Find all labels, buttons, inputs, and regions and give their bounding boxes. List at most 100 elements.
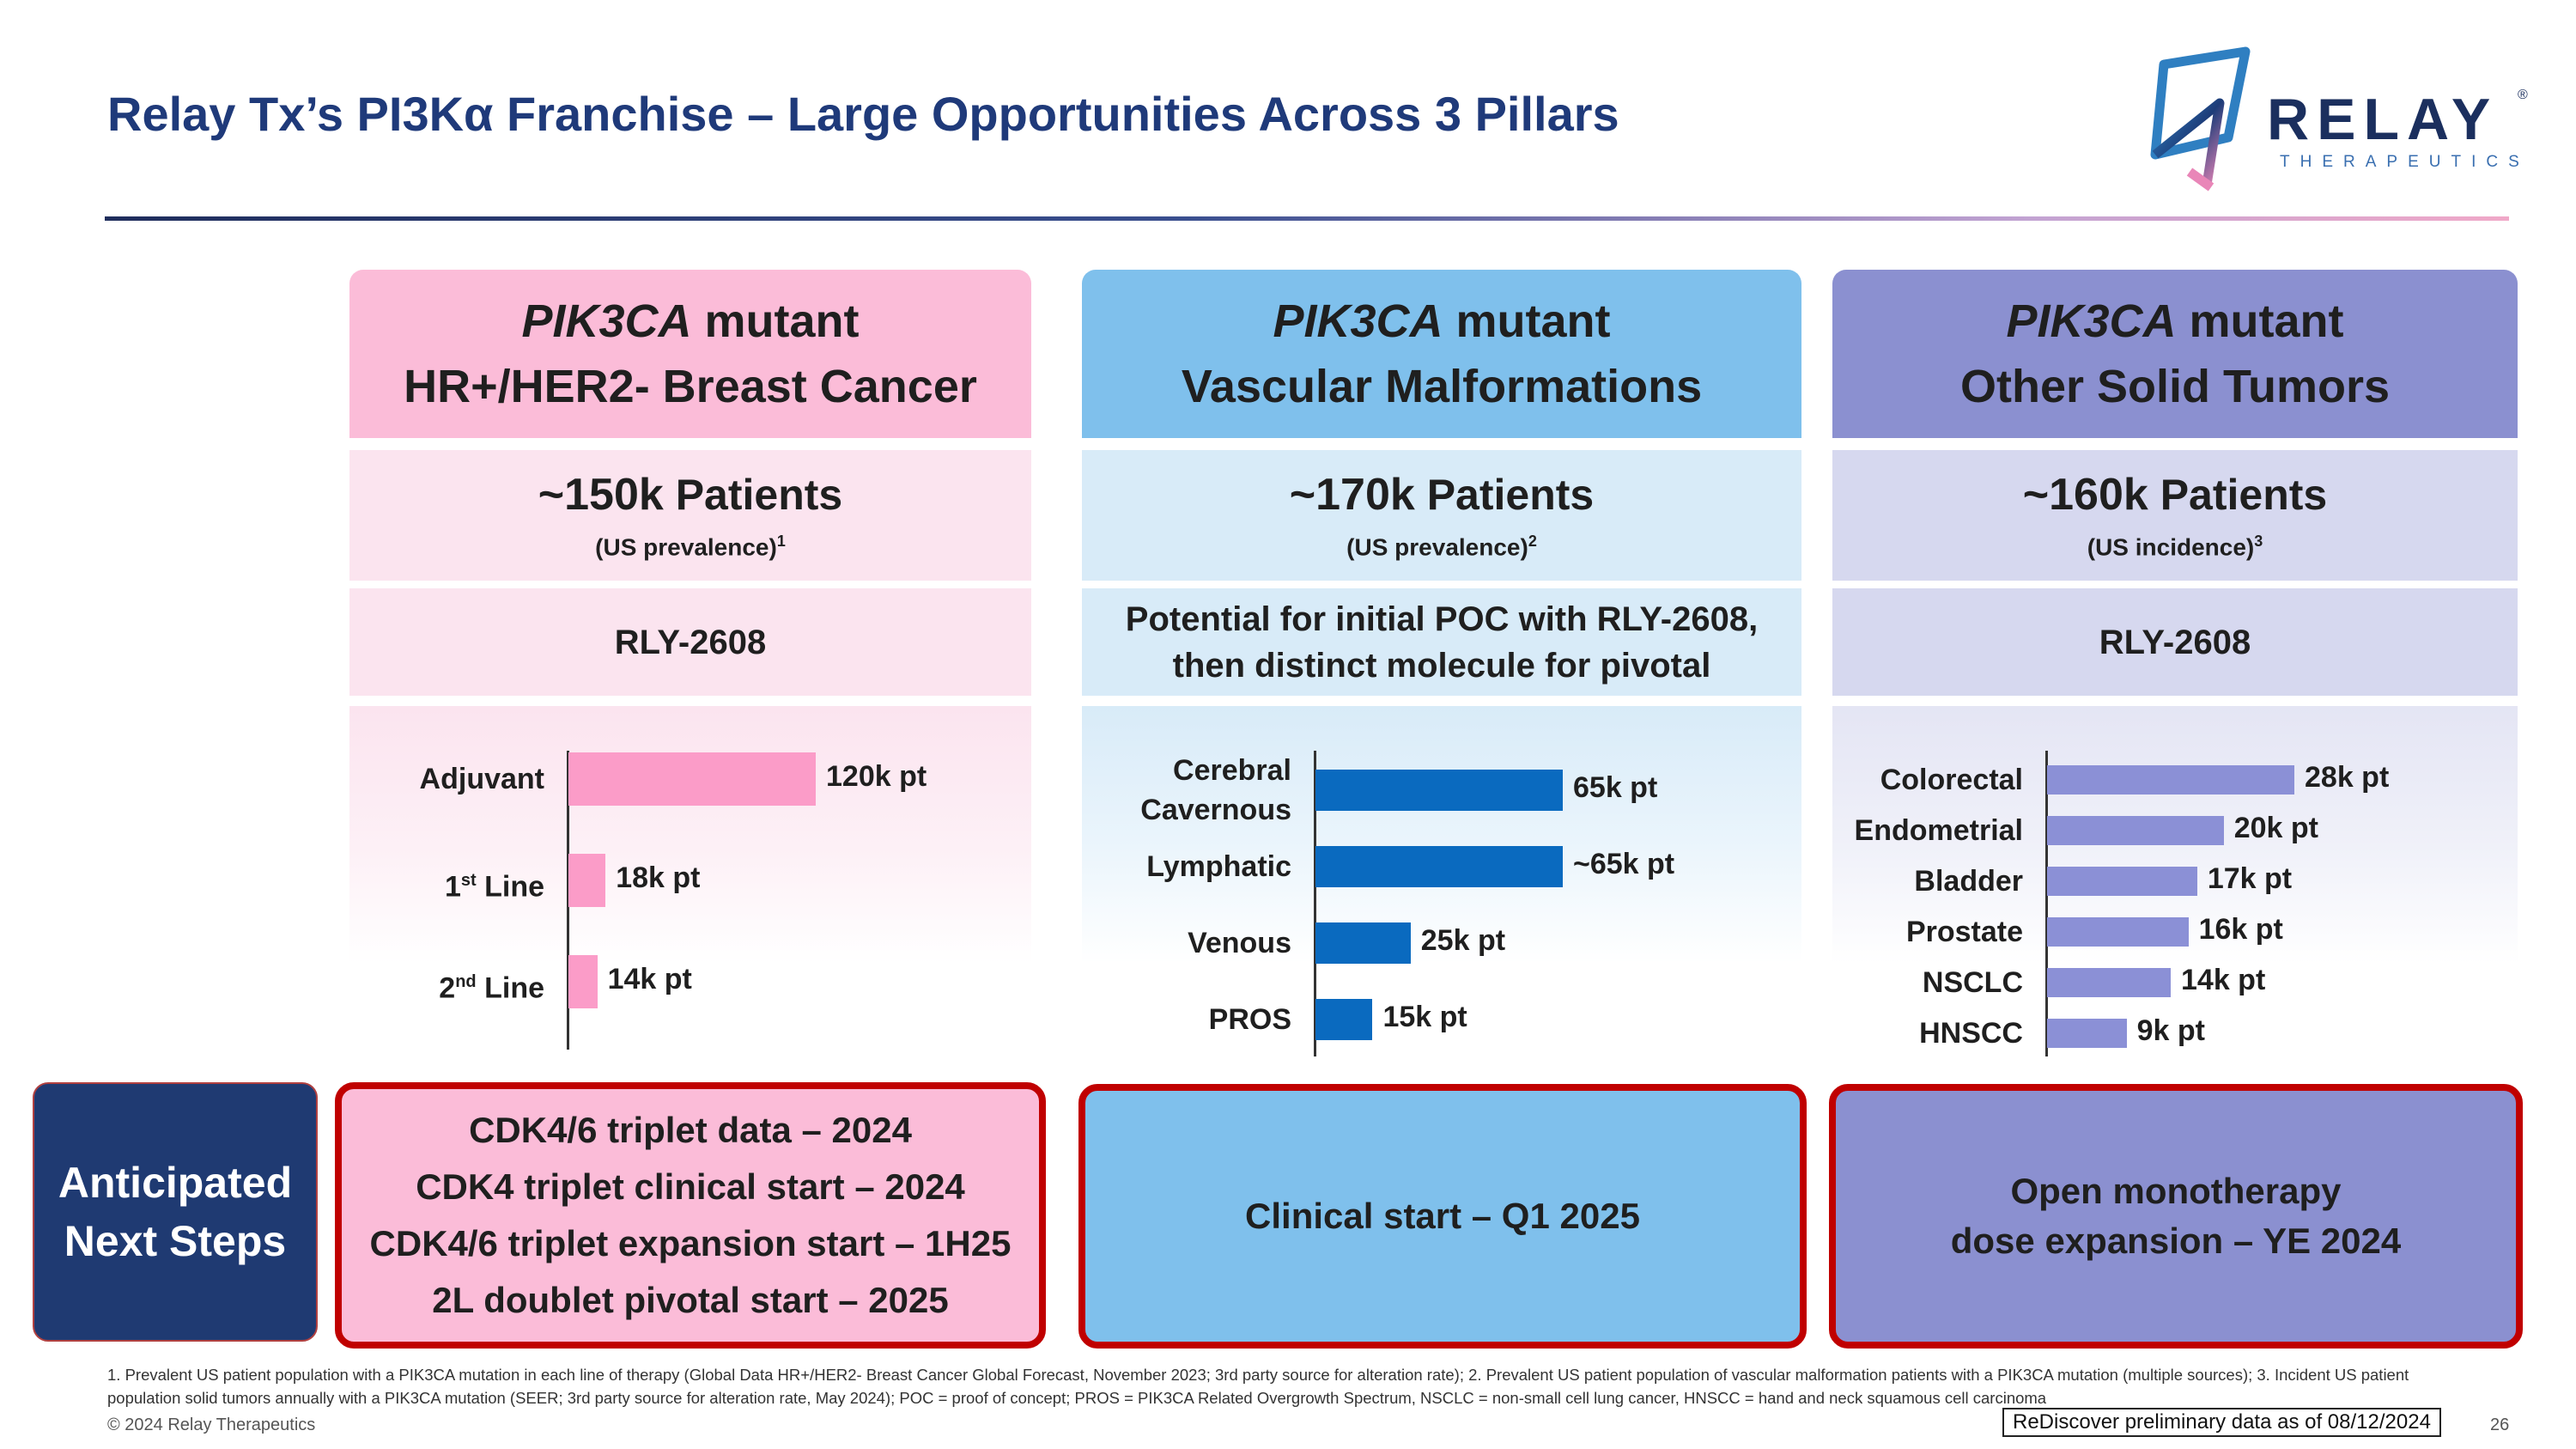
footnote-ref: 3 (2254, 533, 2263, 551)
data-cutoff-note: ReDiscover preliminary data as of 08/12/… (2002, 1408, 2441, 1437)
bar-chart-vascular: 65k pt Cerebral Cavernous ~65k pt Lymphatic 2… (1082, 706, 1801, 1067)
next-step-item: 2L doublet pivotal start – 2025 (432, 1280, 949, 1320)
patients-word: Patients (663, 471, 843, 520)
next-steps-breast-cancer: CDK4/6 triplet data – 2024 CDK4 triplet … (335, 1082, 1046, 1349)
chart-category-label: Bladder (1914, 865, 2023, 898)
chart-category-label: 2nd Line (439, 971, 544, 1005)
next-step-item: CDK4 triplet clinical start – 2024 (416, 1166, 965, 1207)
chart-category-label: PROS (1208, 1003, 1291, 1036)
chart-category-label: Prostate (1905, 916, 2023, 948)
chart-category-label: HNSCC (1919, 1017, 2023, 1050)
copyright: © 2024 Relay Therapeutics (107, 1416, 316, 1434)
header-gene: PIK3CA (1273, 295, 1443, 347)
column-header-solid-tumors: PIK3CA mutant Other Solid Tumors (1832, 270, 2518, 438)
patients-number: ~170k (1289, 470, 1415, 521)
column-header-vascular: PIK3CA mutant Vascular Malformations (1082, 270, 1801, 438)
drug-plan-line2: then distinct molecule for pivotal (1172, 646, 1711, 685)
chart-bar (2047, 917, 2189, 947)
chart-category-label: Colorectal (1880, 764, 2023, 796)
chart-bar (2047, 867, 2197, 896)
next-step-item: Open monotherapy (2010, 1171, 2342, 1211)
chart-bg-vascular (1082, 706, 1801, 964)
relay-logo: RELAY ® THERAPEUTICS (2138, 43, 2533, 198)
drug-box-vascular: Potential for initial POC with RLY-2608,… (1082, 588, 1801, 696)
chart-value-label: 20k pt (2233, 812, 2318, 844)
patients-word: Patients (2148, 471, 2328, 520)
chart-category-label: Endometrial (1854, 814, 2023, 847)
patients-source: (US prevalence) (595, 533, 777, 561)
chart-value-label: 65k pt (1573, 771, 1658, 804)
footnotes: 1. Prevalent US patient population with … (107, 1366, 2409, 1407)
header-suffix: mutant (1443, 295, 1611, 347)
title-divider (105, 216, 2509, 221)
chart-value-label: 28k pt (2305, 761, 2390, 794)
chart-axis (1314, 751, 1316, 1056)
bar-chart-breast-cancer: 120k pt Adjuvant 18k pt 1st Line 14k pt 2nd L… (349, 706, 1031, 1067)
chart-bar (2047, 968, 2171, 997)
chart-value-label: 15k pt (1382, 1001, 1467, 1033)
chart-value-label: ~65k pt (1573, 848, 1675, 880)
footnote-ref: 2 (1528, 533, 1537, 551)
chart-value-label: 25k pt (1420, 924, 1506, 957)
header-indication: HR+/HER2- Breast Cancer (404, 361, 977, 412)
chart-category-label: Venous (1188, 927, 1291, 959)
relay-logo-mark-icon (2150, 46, 2251, 192)
drug-box-solid-tumors: RLY-2608 (1832, 588, 2518, 696)
next-steps-label: Anticipated Next Steps (33, 1082, 318, 1342)
patients-box-solid-tumors: ~160k Patients (US incidence)3 (1832, 450, 2518, 581)
bar-chart-solid-tumors: 28k pt Colorectal 20k pt Endometrial 17k pt B… (1832, 706, 2518, 1067)
next-step-item: CDK4/6 triplet data – 2024 (469, 1110, 912, 1150)
header-gene: PIK3CA (521, 295, 692, 347)
drug-box-breast-cancer: RLY-2608 (349, 588, 1031, 696)
header-indication: Other Solid Tumors (1959, 361, 2391, 412)
chart-value-label: 9k pt (2136, 1014, 2205, 1047)
chart-value-label: 120k pt (826, 760, 927, 793)
chart-axis (567, 751, 569, 1050)
chart-axis (2045, 751, 2048, 1056)
chart-value-label: 14k pt (2181, 964, 2266, 996)
chart-category-label: Lymphatic (1146, 850, 1291, 883)
chart-bg-breast-cancer (349, 706, 1031, 964)
chart-value-label: 18k pt (616, 861, 701, 894)
chart-category-label: 1st Line (444, 870, 544, 904)
chart-bar (1315, 846, 1563, 887)
chart-bar (2047, 816, 2224, 845)
patients-number: ~150k (538, 470, 664, 521)
chart-bar (1315, 999, 1373, 1040)
page-number: 26 (2490, 1416, 2510, 1434)
chart-category-label: Cerebral Cavernous (1140, 754, 1291, 826)
chart-bar (568, 955, 598, 1008)
column-header-breast-cancer: PIK3CA mutant HR+/HER2- Breast Cancer (349, 270, 1031, 438)
logo-subtitle: THERAPEUTICS (2280, 153, 2530, 171)
next-steps-label-line1: Anticipated (58, 1159, 293, 1207)
patients-source: (US prevalence) (1346, 533, 1528, 561)
chart-category-label: NSCLC (1922, 966, 2023, 999)
header-suffix: mutant (691, 295, 860, 347)
header-gene: PIK3CA (2006, 295, 2177, 347)
drug-plan-line1: Potential for initial POC with RLY-2608, (1125, 600, 1759, 638)
next-step-item: CDK4/6 triplet expansion start – 1H25 (369, 1223, 1012, 1263)
chart-bar (2047, 765, 2294, 795)
footnote-ref: 1 (776, 533, 786, 551)
chart-bar (568, 854, 606, 907)
chart-bar (568, 752, 816, 806)
patients-number: ~160k (2022, 470, 2148, 521)
drug-name: RLY-2608 (2099, 623, 2251, 661)
chart-value-label: 17k pt (2207, 862, 2293, 895)
chart-value-label: 16k pt (2198, 913, 2283, 946)
patients-box-vascular: ~170k Patients (US prevalence)2 (1082, 450, 1801, 581)
chart-value-label: 14k pt (607, 963, 692, 995)
next-steps-label-line2: Next Steps (64, 1217, 287, 1265)
header-indication: Vascular Malformations (1181, 361, 1703, 412)
logo-wordmark: RELAY (2267, 87, 2499, 152)
chart-bar (1315, 922, 1411, 964)
next-steps-solid-tumors: Open monotherapy dose expansion – YE 202… (1829, 1084, 2523, 1349)
logo-registered: ® (2518, 88, 2528, 102)
page-title: Relay Tx’s PI3Kα Franchise – Large Oppor… (107, 87, 1619, 141)
header-suffix: mutant (2176, 295, 2344, 347)
chart-bar (1315, 770, 1563, 811)
next-step-item: Clinical start – Q1 2025 (1245, 1196, 1640, 1236)
drug-name: RLY-2608 (614, 623, 767, 661)
patients-source: (US incidence) (2087, 533, 2255, 561)
next-step-item: dose expansion – YE 2024 (1950, 1221, 2402, 1261)
